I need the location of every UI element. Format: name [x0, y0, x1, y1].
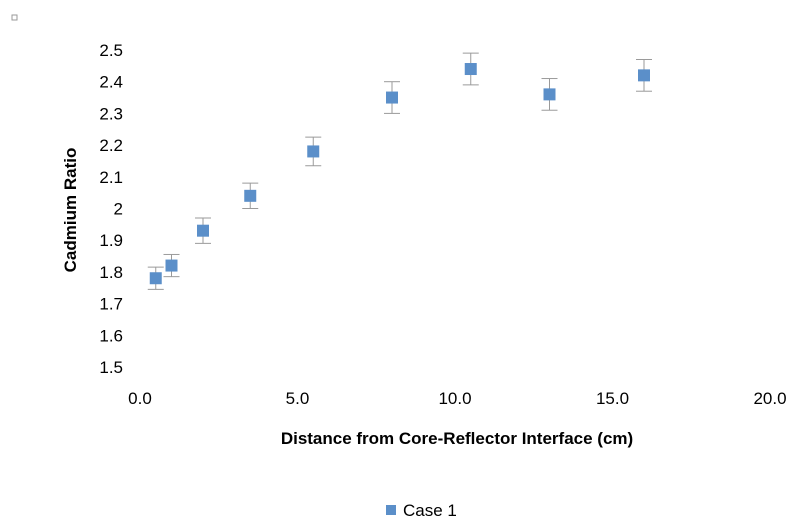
x-tick-label: 15.0: [596, 389, 629, 408]
y-axis-ticks: 1.5 1.6 1.7 1.8 1.9 2 2.1 2.2 2.3 2.4 2.5: [99, 41, 123, 377]
data-point: [307, 145, 320, 158]
y-tick-label: 2.3: [99, 104, 123, 123]
top-left-marker: [11, 14, 18, 21]
x-tick-label: 10.0: [438, 389, 471, 408]
data-point: [638, 69, 650, 82]
data-point: [165, 259, 178, 272]
data-point: [149, 272, 162, 285]
data-point: [244, 189, 257, 202]
y-tick-label: 2.5: [99, 41, 123, 60]
data-point: [386, 91, 398, 104]
y-tick-label: 1.8: [99, 263, 123, 282]
y-tick-label: 2.4: [99, 73, 123, 92]
y-tick-label: 1.9: [99, 231, 123, 250]
legend: Case 1: [386, 501, 457, 520]
x-tick-label: 0.0: [128, 389, 152, 408]
data-point: [543, 88, 556, 101]
y-tick-label: 2.1: [99, 168, 123, 187]
data-point: [464, 63, 477, 76]
y-tick-label: 2.2: [99, 136, 123, 155]
legend-swatch: [386, 505, 396, 515]
data-points: [149, 63, 650, 285]
y-tick-label: 1.7: [99, 295, 123, 314]
error-bars: [147, 52, 652, 290]
x-tick-label: 20.0: [753, 389, 786, 408]
y-axis-title: Cadmium Ratio: [61, 148, 80, 273]
x-tick-label: 5.0: [286, 389, 310, 408]
x-axis-title: Distance from Core-Reflector Interface (…: [281, 429, 633, 448]
data-point: [197, 224, 209, 237]
legend-label: Case 1: [403, 501, 457, 520]
y-tick-label: 1.5: [99, 358, 123, 377]
y-tick-label: 1.6: [99, 326, 123, 345]
x-axis-ticks: 0.0 5.0 10.0 15.0 20.0: [128, 389, 786, 408]
y-tick-label: 2: [114, 200, 123, 219]
